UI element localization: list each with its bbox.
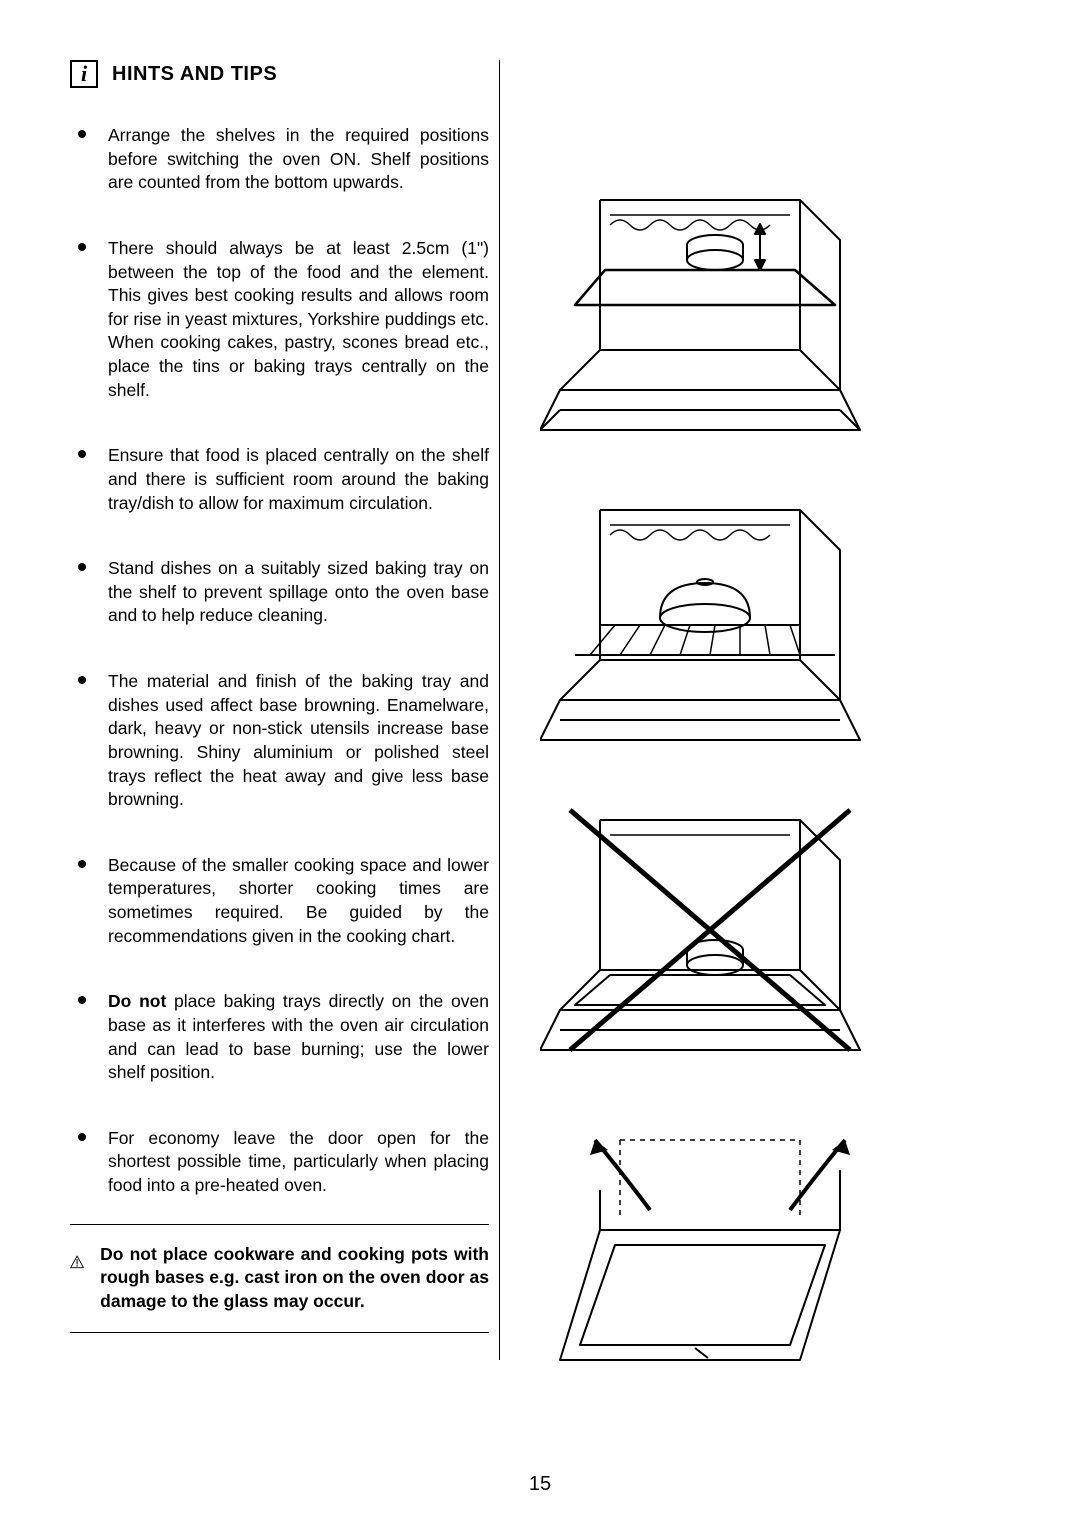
tip-text: For economy leave the door open for the … (108, 1127, 489, 1198)
bullet-icon (78, 860, 86, 868)
warning-block: Do not place cookware and cooking pots w… (70, 1243, 489, 1314)
heading-text: HINTS AND TIPS (112, 63, 277, 86)
info-icon: i (70, 60, 98, 88)
list-item: Ensure that food is placed centrally on … (70, 444, 489, 515)
page-number: 15 (0, 1473, 1080, 1496)
bullet-icon (78, 1133, 86, 1141)
warning-icon (70, 1243, 84, 1281)
section-heading: i HINTS AND TIPS (70, 60, 489, 88)
bullet-icon (78, 450, 86, 458)
list-item: For economy leave the door open for the … (70, 1127, 489, 1198)
list-item: Because of the smaller cooking space and… (70, 854, 489, 949)
tip-text: Ensure that food is placed centrally on … (108, 444, 489, 515)
list-item: Do not place baking trays directly on th… (70, 990, 489, 1085)
tip-text-rest: place baking trays directly on the oven … (108, 991, 489, 1082)
tip-text: Arrange the shelves in the required posi… (108, 124, 489, 195)
list-item: The material and finish of the baking tr… (70, 670, 489, 812)
bullet-icon (78, 676, 86, 684)
emphasis: Do not (108, 991, 166, 1011)
tip-text: Because of the smaller cooking space and… (108, 854, 489, 949)
tip-text: Do not place baking trays directly on th… (108, 990, 489, 1085)
tip-text: Stand dishes on a suitably sized baking … (108, 557, 489, 628)
bullet-icon (78, 243, 86, 251)
figures-column (540, 60, 1010, 1360)
tip-text: There should always be at least 2.5cm (1… (108, 237, 489, 402)
list-item: Stand dishes on a suitably sized baking … (70, 557, 489, 628)
divider (70, 1332, 489, 1333)
figure-oven-dish-on-shelf (540, 490, 880, 750)
text-column: i HINTS AND TIPS Arrange the shelves in … (70, 60, 500, 1360)
warning-text: Do not place cookware and cooking pots w… (100, 1243, 489, 1314)
manual-page: i HINTS AND TIPS Arrange the shelves in … (0, 0, 1080, 1528)
figure-oven-door-open (540, 1110, 880, 1370)
divider (70, 1224, 489, 1225)
tip-text: The material and finish of the baking tr… (108, 670, 489, 812)
bullet-icon (78, 996, 86, 1004)
tips-list: Arrange the shelves in the required posi… (70, 124, 489, 1198)
bullet-icon (78, 130, 86, 138)
figure-oven-high-shelf (540, 180, 880, 440)
list-item: There should always be at least 2.5cm (1… (70, 237, 489, 402)
bullet-icon (78, 563, 86, 571)
two-column-layout: i HINTS AND TIPS Arrange the shelves in … (70, 60, 1010, 1360)
figure-oven-wrong-placement (540, 800, 880, 1060)
list-item: Arrange the shelves in the required posi… (70, 124, 489, 195)
